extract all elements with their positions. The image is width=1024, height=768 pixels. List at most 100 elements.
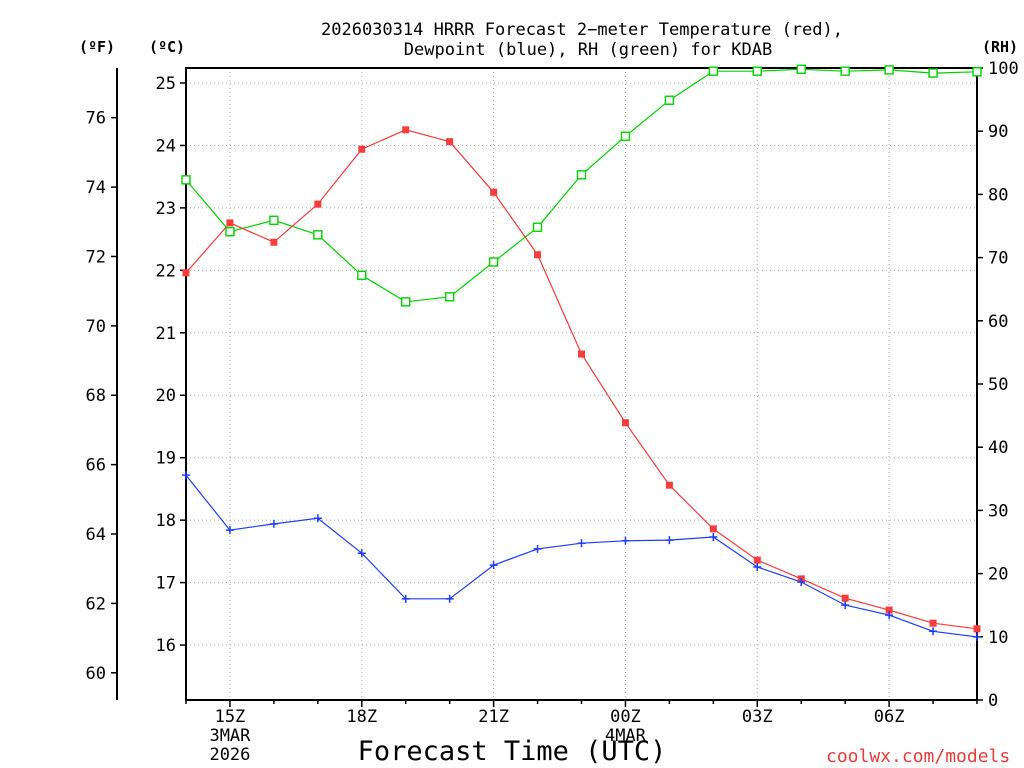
- dewpoint-point: [753, 562, 762, 571]
- celsius-tick-label: 20: [156, 386, 176, 406]
- dewpoint-point: [182, 471, 190, 480]
- x-tick-label: 21Z: [478, 707, 509, 727]
- chart-title-line-1: 2026030314 HRRR Forecast 2−meter Tempera…: [321, 20, 843, 40]
- dewpoint-point: [797, 577, 806, 586]
- fahrenheit-tick-label: 64: [86, 525, 106, 545]
- dewpoint-point: [973, 632, 981, 641]
- temperature-point: [358, 145, 366, 153]
- celsius-tick-label: 21: [156, 324, 176, 344]
- rh-tick-label: 60: [988, 312, 1008, 332]
- rh-tick-label: 10: [988, 628, 1008, 648]
- temperature-point: [534, 251, 542, 259]
- rh-axis-unit: (RH): [982, 38, 1018, 56]
- temperature-point: [270, 238, 278, 246]
- celsius-tick-label: 24: [156, 136, 176, 156]
- rh-point: [708, 66, 719, 76]
- temperature-point: [973, 625, 981, 633]
- axis-layer: 60 62 64 66 68 70 72 74 76 16 17 18 19 20 21 22 23 24 25 0 1…: [86, 59, 1019, 765]
- rh-point: [576, 170, 587, 180]
- celsius-axis-unit: (ºC): [149, 38, 185, 56]
- temperature-point: [885, 606, 893, 614]
- dewpoint-point: [885, 611, 894, 620]
- celsius-tick-label: 22: [156, 261, 176, 281]
- fahrenheit-axis-unit: (ºF): [79, 38, 115, 56]
- rh-tick-label: 40: [988, 438, 1008, 458]
- rh-tick-label: 30: [988, 501, 1008, 521]
- x-tick-label: 03Z: [742, 707, 773, 727]
- temperature-point: [665, 481, 673, 489]
- fahrenheit-tick-label: 76: [86, 109, 106, 129]
- rh-point: [752, 66, 762, 76]
- rh-tick-label: 20: [988, 565, 1008, 585]
- dewpoint-point: [357, 549, 366, 558]
- dewpoint-point: [929, 627, 938, 636]
- dewpoint-point: [621, 536, 630, 545]
- celsius-tick-label: 18: [156, 511, 176, 531]
- rh-point: [532, 222, 543, 232]
- dewpoint-point: [269, 519, 278, 528]
- dewpoint-point: [401, 594, 410, 603]
- rh-tick-label: 90: [988, 122, 1008, 142]
- temperature-point: [490, 188, 498, 196]
- dewpoint-point: [665, 536, 674, 545]
- temperature-point: [446, 138, 454, 146]
- grid-layer: [186, 68, 977, 700]
- celsius-tick-label: 23: [156, 199, 176, 219]
- temperature-point: [578, 350, 585, 358]
- dewpoint-point: [841, 601, 850, 610]
- chart-text-layer: 2026030314 HRRR Forecast 2−meter Tempera…: [79, 20, 1018, 767]
- fahrenheit-tick-label: 60: [86, 664, 106, 684]
- temperature-point: [621, 419, 629, 427]
- rh-point: [313, 230, 323, 240]
- fahrenheit-tick-label: 70: [86, 317, 106, 337]
- rh-point: [928, 68, 938, 78]
- rh-point: [840, 66, 850, 76]
- temperature-point: [841, 594, 849, 602]
- rh-point: [181, 175, 191, 185]
- series-layer: [181, 64, 982, 641]
- x-tick-label: 00Z: [610, 707, 641, 727]
- dewpoint-point: [489, 561, 498, 570]
- dewpoint-point: [313, 514, 322, 523]
- temperature-point: [182, 269, 190, 277]
- fahrenheit-tick-label: 68: [86, 386, 106, 406]
- rh-point: [225, 226, 235, 237]
- rh-point: [796, 64, 806, 74]
- rh-point: [401, 297, 411, 307]
- x-axis-title: Forecast Time (UTC): [358, 736, 667, 767]
- x-tick-label: 06Z: [874, 707, 905, 727]
- x-tick-label: 18Z: [346, 707, 377, 727]
- rh-point: [488, 257, 499, 267]
- x-tick-date-label: 2026: [209, 745, 250, 765]
- celsius-tick-label: 17: [156, 574, 176, 594]
- rh-point: [664, 95, 675, 105]
- dewpoint-point: [225, 526, 234, 535]
- temperature-point: [929, 619, 937, 627]
- fahrenheit-tick-label: 62: [86, 594, 106, 614]
- rh-point: [884, 65, 894, 75]
- dewpoint-point: [577, 539, 586, 548]
- dewpoint-point: [533, 544, 542, 553]
- x-tick-date-label: 3MAR: [209, 726, 251, 746]
- temperature-point: [709, 525, 717, 533]
- rh-tick-label: 50: [988, 375, 1008, 395]
- temperature-point: [402, 126, 410, 134]
- dewpoint-point: [445, 594, 454, 603]
- temperature-point: [314, 200, 322, 208]
- rh-tick-label: 70: [988, 249, 1008, 269]
- temperature-point: [226, 219, 234, 227]
- rh-point: [972, 67, 982, 77]
- x-tick-label: 15Z: [215, 707, 246, 727]
- rh-tick-label: 100: [988, 59, 1019, 79]
- rh-point: [620, 131, 631, 141]
- celsius-tick-label: 19: [156, 449, 176, 469]
- fahrenheit-tick-label: 74: [86, 178, 106, 198]
- source-credit: coolwx.com/models: [826, 746, 1010, 767]
- temperature-point: [753, 556, 761, 564]
- celsius-tick-label: 16: [156, 636, 176, 656]
- celsius-tick-label: 25: [156, 74, 176, 94]
- rh-point: [357, 270, 367, 280]
- rh-tick-label: 80: [988, 185, 1008, 205]
